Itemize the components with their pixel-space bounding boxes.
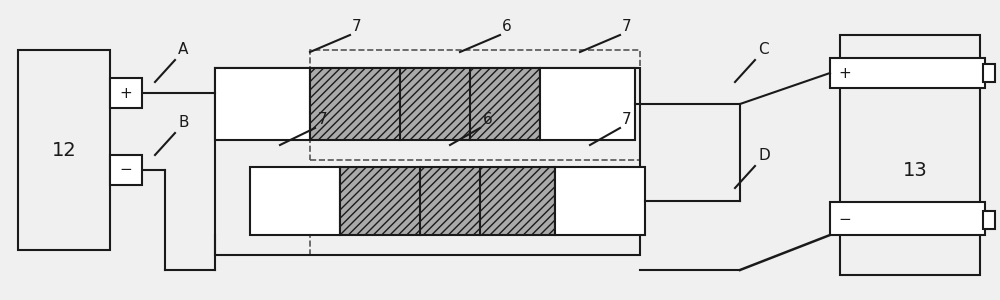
Bar: [310, 68, 540, 140]
Bar: [110, 155, 142, 185]
Bar: [18, 50, 110, 250]
Text: −: −: [120, 163, 132, 178]
Bar: [983, 211, 995, 229]
Text: 6: 6: [502, 19, 512, 34]
Bar: [310, 167, 640, 255]
Text: +: +: [120, 85, 132, 100]
Text: A: A: [178, 42, 188, 57]
Text: 12: 12: [52, 140, 76, 160]
Bar: [110, 78, 142, 108]
Bar: [830, 58, 985, 88]
Bar: [540, 68, 635, 140]
Text: C: C: [758, 42, 769, 57]
Bar: [310, 50, 640, 160]
Text: 7: 7: [622, 112, 632, 127]
Bar: [340, 167, 555, 235]
Bar: [215, 68, 310, 140]
Bar: [830, 202, 985, 235]
Bar: [215, 68, 640, 255]
Text: B: B: [178, 115, 188, 130]
Text: 6: 6: [483, 112, 493, 127]
Text: 7: 7: [318, 112, 328, 127]
Bar: [250, 167, 340, 235]
Text: 7: 7: [622, 19, 632, 34]
Text: +: +: [839, 65, 851, 80]
Text: 13: 13: [903, 160, 927, 179]
Text: −: −: [839, 212, 851, 226]
Text: D: D: [758, 148, 770, 163]
Bar: [840, 35, 980, 275]
Text: 7: 7: [352, 19, 362, 34]
Bar: [983, 64, 995, 82]
Bar: [555, 167, 645, 235]
